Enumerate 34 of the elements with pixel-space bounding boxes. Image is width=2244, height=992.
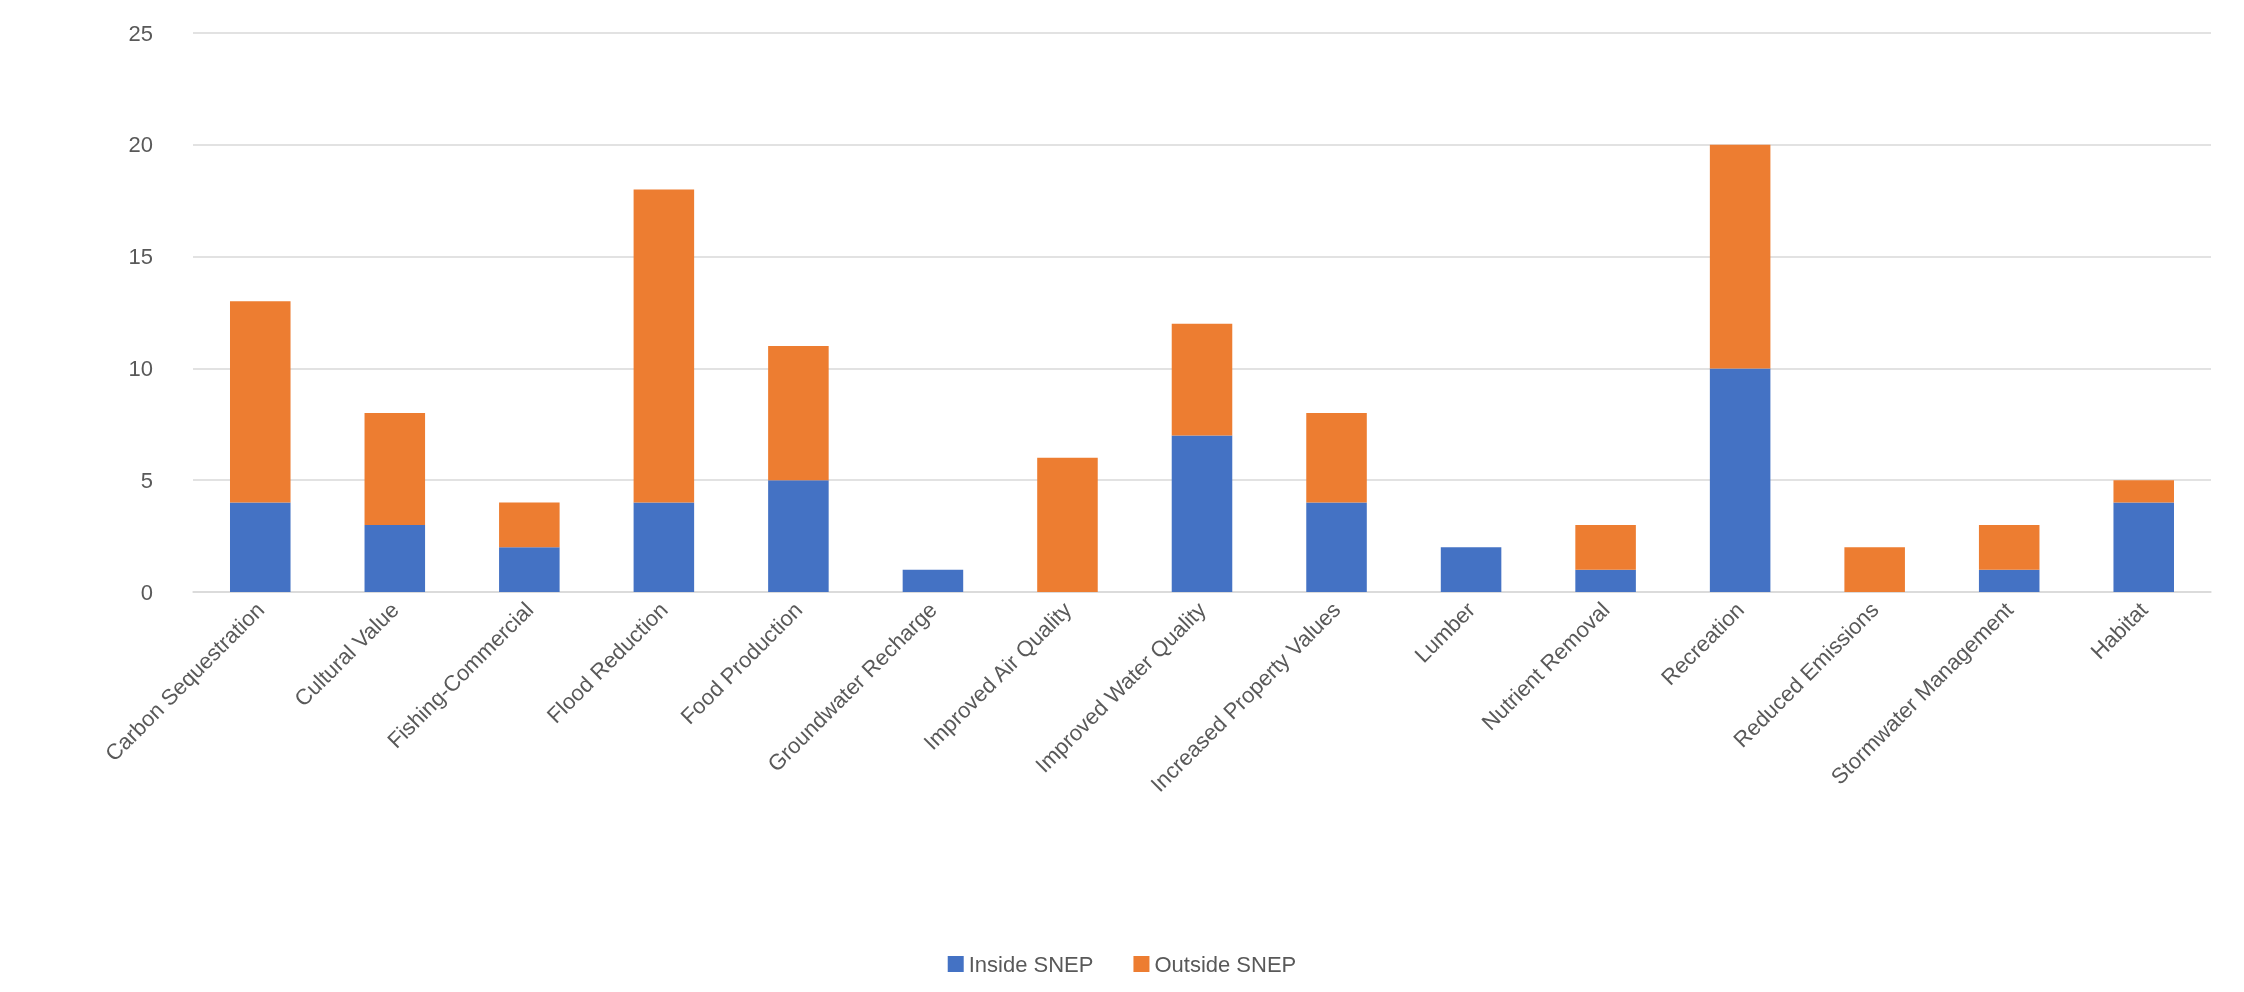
bar	[1440, 547, 1502, 592]
y-tick-label: 15	[128, 244, 153, 270]
bar	[364, 413, 426, 525]
bar	[364, 524, 426, 592]
bar	[902, 569, 964, 592]
y-tick-label: 20	[128, 132, 153, 158]
bar	[230, 301, 291, 503]
bar	[2113, 480, 2174, 503]
bar	[1037, 457, 1098, 592]
y-tick-label: 0	[140, 579, 153, 605]
y-tick-label: 5	[140, 467, 153, 493]
bar	[2113, 502, 2174, 592]
bar	[1171, 323, 1233, 436]
bar	[1575, 524, 1636, 570]
y-tick-label: 25	[128, 20, 153, 46]
legend-label: Inside SNEP	[968, 951, 1094, 977]
bar	[1709, 144, 1771, 369]
bar	[633, 502, 695, 592]
bar	[1978, 569, 2040, 592]
bar	[1709, 368, 1771, 592]
bar	[633, 189, 695, 503]
bar	[1171, 435, 1233, 592]
bar	[499, 547, 560, 592]
bar	[768, 346, 829, 481]
bar	[768, 480, 829, 592]
bar	[1306, 413, 1367, 503]
bar	[230, 502, 291, 592]
legend-label: Outside SNEP	[1154, 951, 1297, 977]
bar	[1978, 524, 2040, 570]
bar	[1575, 569, 1636, 592]
bar	[1844, 547, 1905, 592]
y-tick-label: 10	[128, 355, 153, 381]
bar	[499, 502, 560, 548]
bar	[1306, 502, 1367, 592]
